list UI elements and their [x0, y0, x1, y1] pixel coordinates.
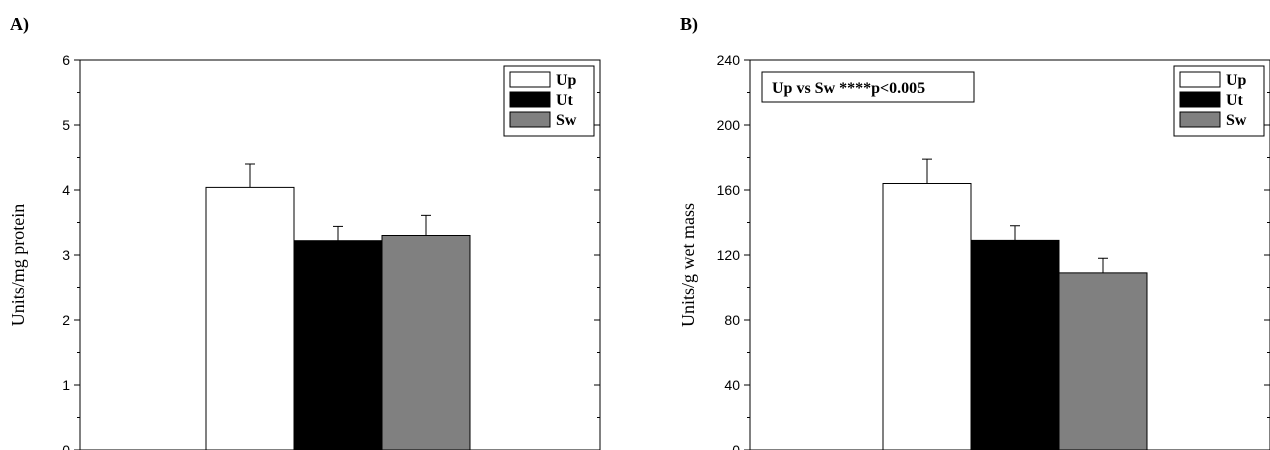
y-tick-label: 0	[732, 442, 740, 450]
bar-ut	[293, 240, 383, 450]
bar-up	[882, 183, 972, 450]
panel-a: A) Units/mg protein 0 1 2 3 4 5 6 Up Ut Sw	[8, 14, 601, 450]
bar-ut	[970, 239, 1060, 450]
legend-swatch-ut	[1179, 91, 1221, 108]
legend: Up Ut Sw	[1173, 65, 1265, 137]
y-tick-label: 3	[62, 247, 70, 263]
legend-label-up: Up	[556, 72, 577, 89]
y-tick-label: 240	[717, 52, 741, 68]
panel-label: A)	[10, 14, 29, 35]
legend-swatch-sw	[1179, 111, 1221, 128]
significance-annotation: Up vs Sw ****p<0.005	[761, 71, 975, 103]
annotation-text: Up vs Sw ****p<0.005	[772, 80, 925, 97]
y-axis-title: Units/mg protein	[8, 204, 28, 327]
y-tick-label: 1	[62, 377, 70, 393]
bars	[205, 163, 471, 450]
bar-sw	[381, 235, 471, 450]
bar-up	[205, 186, 295, 450]
legend-swatch-up	[509, 71, 551, 88]
panel-label: B)	[680, 14, 698, 35]
legend-swatch-up	[1179, 71, 1221, 88]
bar-sw	[1058, 272, 1148, 450]
y-tick-label: 120	[717, 247, 741, 263]
legend-label-ut: Ut	[1226, 92, 1244, 109]
y-tick-label: 0	[62, 442, 70, 450]
legend-label-sw: Sw	[1226, 112, 1247, 129]
legend: Up Ut Sw	[503, 65, 595, 137]
y-ticks: 0 1 2 3 4 5 6	[62, 52, 600, 450]
legend-label-ut: Ut	[556, 92, 574, 109]
y-ticks: 0 40 80 120 160 200 240	[717, 52, 1270, 450]
y-tick-label: 4	[62, 182, 70, 198]
y-axis-title: Units/g wet mass	[678, 203, 698, 327]
y-tick-label: 2	[62, 312, 70, 328]
y-tick-label: 5	[62, 117, 70, 133]
legend-label-up: Up	[1226, 72, 1247, 89]
y-tick-label: 80	[724, 312, 740, 328]
annotation-box	[761, 71, 975, 103]
panel-b: B) Units/g wet mass Up vs Sw ****p<0.005…	[678, 14, 1270, 450]
legend-swatch-ut	[509, 91, 551, 108]
bars	[882, 158, 1148, 450]
legend-label-sw: Sw	[556, 112, 577, 129]
y-tick-label: 6	[62, 52, 70, 68]
legend-swatch-sw	[509, 111, 551, 128]
y-tick-label: 40	[724, 377, 740, 393]
y-tick-label: 200	[717, 117, 741, 133]
y-tick-label: 160	[717, 182, 741, 198]
